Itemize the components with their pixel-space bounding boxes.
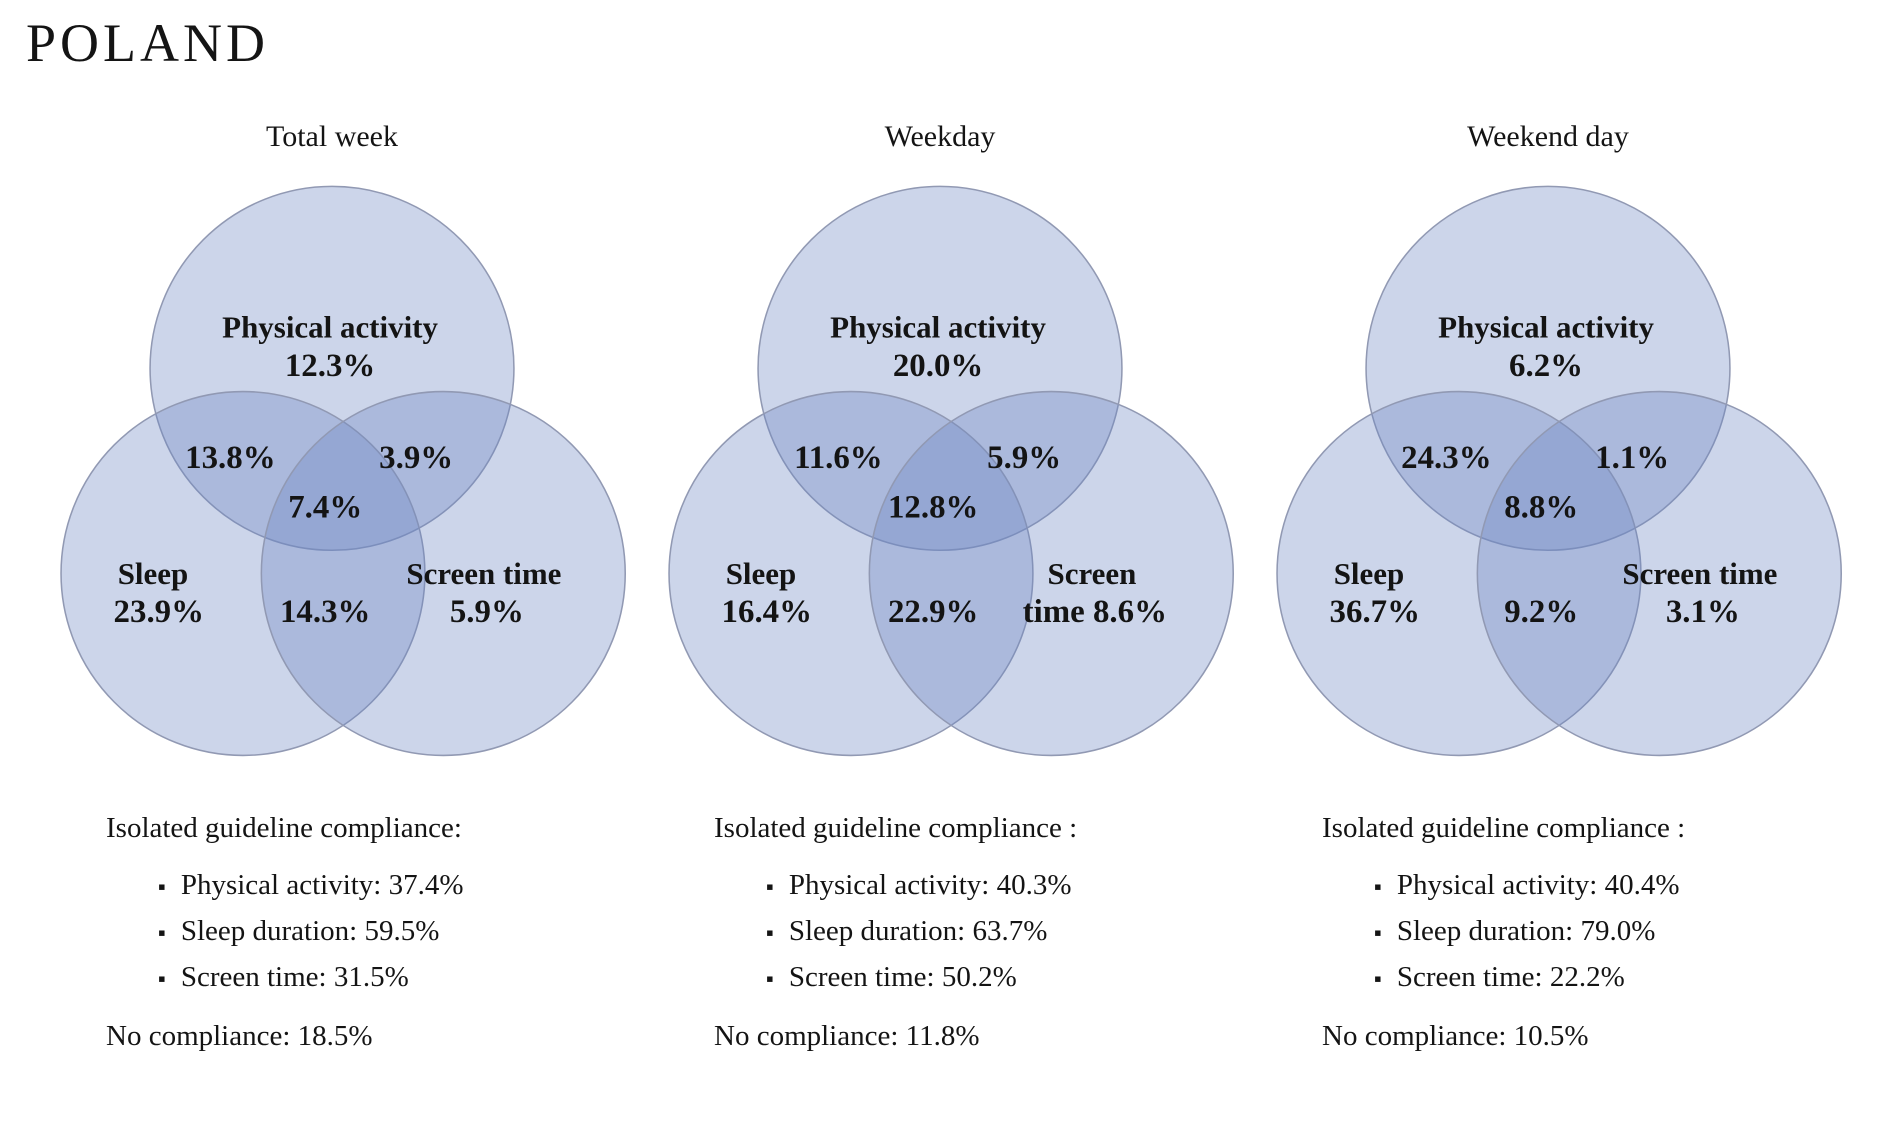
compliance-list: ▪ Physical activity: 40.4% ▪ Sleep durat…: [1374, 863, 1685, 1001]
compliance-list: ▪ Physical activity: 37.4% ▪ Sleep durat…: [158, 863, 464, 1001]
compliance-item-text: Physical activity: 37.4%: [180, 869, 464, 902]
compliance-item-text: Sleep duration: 59.5%: [180, 915, 440, 948]
value-pa-sleep-overlap: 13.8%: [185, 440, 275, 476]
value-pa-screen-overlap: 3.9%: [379, 440, 453, 476]
label-sleep: Sleep: [1334, 557, 1405, 592]
value-physical-activity-only: 12.3%: [285, 348, 375, 384]
value-triple-overlap: 12.8%: [888, 490, 978, 526]
compliance-heading: Isolated guideline compliance:: [106, 812, 462, 845]
compliance-item-text: Physical activity: 40.4%: [1396, 869, 1680, 902]
label-screen-time: Screen: [1048, 557, 1137, 592]
label-sleep: Sleep: [118, 557, 189, 592]
panel-title: Weekend day: [1467, 120, 1629, 154]
value-physical-activity-only: 6.2%: [1509, 348, 1583, 384]
compliance-item: ▪ Sleep duration: 79.0%: [1374, 909, 1685, 955]
value-screen-time-only: 5.9%: [450, 594, 524, 630]
value-screen-time-only: 3.1%: [1666, 594, 1740, 630]
circle-sleep: [1276, 391, 1642, 757]
circle-sleep: [668, 391, 1034, 757]
bullet-square-icon: ▪: [158, 966, 166, 992]
value-triple-overlap: 8.8%: [1504, 490, 1578, 526]
panel-weekend-day: Weekend day Physical activity 6.2% 24.3%…: [1244, 119, 1852, 1053]
value-screen-time-only: time 8.6%: [1023, 594, 1167, 630]
label-physical-activity: Physical activity: [830, 310, 1046, 345]
value-pa-screen-overlap: 5.9%: [987, 440, 1061, 476]
value-sleep-screen-overlap: 22.9%: [888, 594, 978, 630]
value-pa-screen-overlap: 1.1%: [1595, 440, 1669, 476]
bullet-square-icon: ▪: [766, 920, 774, 946]
panel-title: Total week: [265, 120, 398, 154]
value-sleep-only: 16.4%: [722, 594, 812, 630]
circle-sleep: [60, 391, 426, 757]
value-triple-overlap: 7.4%: [288, 490, 362, 526]
circle-physical-activity: [1365, 186, 1731, 552]
label-sleep: Sleep: [726, 557, 797, 592]
venn-diagram-weekday: Physical activity 20.0% 11.6% 5.9% 12.8%…: [668, 186, 1234, 757]
panel-title: Weekday: [884, 120, 996, 154]
compliance-item: ▪ Screen time: 22.2%: [1374, 955, 1685, 1001]
compliance-item-text: Screen time: 31.5%: [180, 961, 409, 994]
compliance-item-text: Sleep duration: 79.0%: [1396, 915, 1656, 948]
circle-physical-activity: [757, 186, 1123, 552]
label-physical-activity: Physical activity: [222, 310, 438, 345]
bullet-square-icon: ▪: [766, 874, 774, 900]
panel-total-week: Total week Physical activity 12.3% 13.8%…: [28, 119, 636, 1053]
compliance-block: Isolated guideline compliance: ▪ Physica…: [106, 811, 464, 1053]
value-pa-sleep-overlap: 11.6%: [794, 440, 883, 476]
bullet-square-icon: ▪: [1374, 920, 1382, 946]
value-pa-sleep-overlap: 24.3%: [1401, 440, 1491, 476]
value-physical-activity-only: 20.0%: [893, 348, 983, 384]
compliance-heading: Isolated guideline compliance :: [714, 812, 1078, 845]
bullet-square-icon: ▪: [158, 920, 166, 946]
venn-diagram-total-week: Physical activity 12.3% 13.8% 3.9% 7.4% …: [60, 186, 626, 757]
no-compliance-text: No compliance: 10.5%: [1322, 1020, 1589, 1053]
compliance-item: ▪ Physical activity: 40.4%: [1374, 863, 1685, 909]
compliance-item: ▪ Screen time: 31.5%: [158, 955, 464, 1001]
compliance-list: ▪ Physical activity: 40.3% ▪ Sleep durat…: [766, 863, 1077, 1001]
compliance-item: ▪ Physical activity: 37.4%: [158, 863, 464, 909]
compliance-item: ▪ Physical activity: 40.3%: [766, 863, 1077, 909]
compliance-item-text: Physical activity: 40.3%: [788, 869, 1072, 902]
bullet-square-icon: ▪: [766, 966, 774, 992]
label-physical-activity: Physical activity: [1438, 310, 1654, 345]
venn-panels-row: Total week Physical activity 12.3% 13.8%…: [0, 119, 1882, 1053]
compliance-block: Isolated guideline compliance : ▪ Physic…: [714, 811, 1077, 1053]
page-title: POLAND: [26, 13, 270, 73]
no-compliance-text: No compliance: 11.8%: [714, 1020, 980, 1053]
panel-weekday: Weekday Physical activity 20.0% 11.6% 5.…: [636, 119, 1244, 1053]
circle-screen-time: [1476, 391, 1842, 757]
compliance-item-text: Screen time: 50.2%: [788, 961, 1017, 994]
venn-diagram-weekend-day: Physical activity 6.2% 24.3% 1.1% 8.8% S…: [1276, 186, 1842, 757]
compliance-block: Isolated guideline compliance : ▪ Physic…: [1322, 811, 1685, 1053]
value-sleep-screen-overlap: 9.2%: [1504, 594, 1578, 630]
compliance-heading: Isolated guideline compliance :: [1322, 812, 1686, 845]
bullet-square-icon: ▪: [158, 874, 166, 900]
value-sleep-only: 36.7%: [1330, 594, 1420, 630]
label-screen-time: Screen time: [1622, 557, 1777, 592]
bullet-square-icon: ▪: [1374, 874, 1382, 900]
value-sleep-screen-overlap: 14.3%: [280, 594, 370, 630]
compliance-item-text: Sleep duration: 63.7%: [788, 915, 1048, 948]
compliance-item: ▪ Sleep duration: 59.5%: [158, 909, 464, 955]
no-compliance-text: No compliance: 18.5%: [106, 1020, 373, 1053]
value-sleep-only: 23.9%: [114, 594, 204, 630]
circle-screen-time: [260, 391, 626, 757]
circle-screen-time: [868, 391, 1234, 757]
circle-physical-activity: [149, 186, 515, 552]
bullet-square-icon: ▪: [1374, 966, 1382, 992]
compliance-item: ▪ Screen time: 50.2%: [766, 955, 1077, 1001]
compliance-item: ▪ Sleep duration: 63.7%: [766, 909, 1077, 955]
label-screen-time: Screen time: [406, 557, 561, 592]
compliance-item-text: Screen time: 22.2%: [1396, 961, 1625, 994]
